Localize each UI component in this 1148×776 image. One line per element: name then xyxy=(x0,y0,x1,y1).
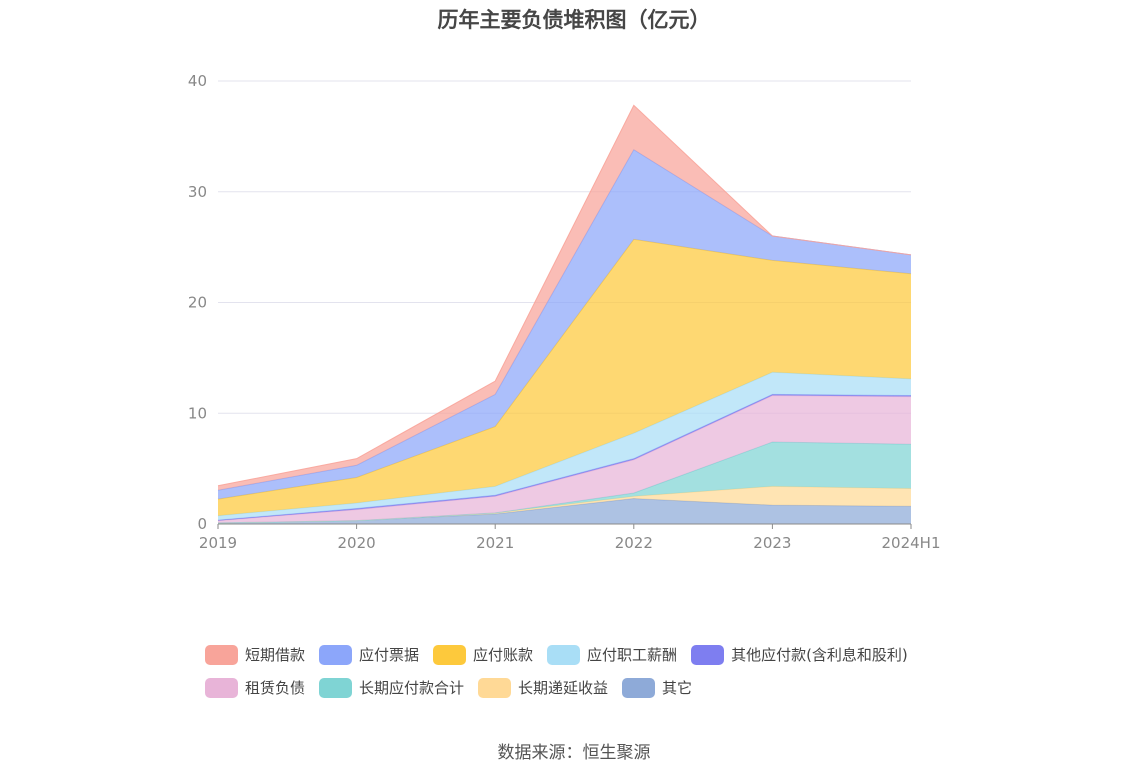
legend-row: 租赁负债 长期应付款合计 长期递延收益 其它 xyxy=(205,671,965,704)
area-series-4 xyxy=(218,395,911,523)
area-series-6 xyxy=(218,372,911,521)
y-tick-label: 0 xyxy=(197,515,207,533)
chart-legend: 短期借款 应付票据 应付账款 应付职工薪酬 其他应付款(含利息和股利) 租赁负债 长期应付款… xyxy=(205,638,965,704)
legend-label: 应付账款 xyxy=(473,646,534,664)
x-tick-label: 2019 xyxy=(199,534,237,552)
legend-row: 短期借款 应付票据 应付账款 应付职工薪酬 其他应付款(含利息和股利) xyxy=(205,638,965,671)
legend-label: 应付票据 xyxy=(359,646,420,664)
legend-swatch xyxy=(205,644,238,665)
legend-item[interactable]: 应付职工薪酬 xyxy=(547,644,677,665)
area-series-1 xyxy=(218,498,911,524)
y-tick-label: 40 xyxy=(188,72,207,90)
legend-label: 其他应付款(含利息和股利) xyxy=(731,646,908,664)
legend-label: 应付职工薪酬 xyxy=(587,646,678,664)
x-tick-label: 2024H1 xyxy=(882,534,941,552)
legend-label: 长期递延收益 xyxy=(518,679,609,697)
legend-swatch xyxy=(319,644,353,665)
y-tick-label: 30 xyxy=(188,183,207,201)
area-series-3 xyxy=(218,442,911,523)
legend-swatch xyxy=(319,677,353,698)
area-series-7 xyxy=(218,239,911,516)
legend-swatch xyxy=(691,644,725,665)
legend-item[interactable]: 其他应付款(含利息和股利) xyxy=(691,644,908,665)
legend-item[interactable]: 租赁负债 xyxy=(205,677,305,698)
data-source: 数据来源：恒生聚源 xyxy=(497,743,651,763)
y-tick-label: 10 xyxy=(188,404,207,422)
legend-item[interactable]: 长期递延收益 xyxy=(478,677,608,698)
x-tick-label: 2023 xyxy=(753,534,791,552)
legend-swatch xyxy=(547,644,581,665)
legend-item[interactable]: 短期借款 xyxy=(205,644,305,665)
y-tick-label: 20 xyxy=(188,294,207,312)
legend-label: 长期应付款合计 xyxy=(359,679,465,697)
legend-swatch xyxy=(433,644,467,665)
x-tick-label: 2022 xyxy=(615,534,653,552)
chart-title: 历年主要负债堆积图（亿元） xyxy=(437,8,711,32)
legend-swatch xyxy=(478,677,512,698)
x-tick-label: 2021 xyxy=(476,534,514,552)
legend-swatch xyxy=(622,677,656,698)
legend-item[interactable]: 应付票据 xyxy=(319,644,419,665)
legend-item[interactable]: 其它 xyxy=(622,677,692,698)
legend-swatch xyxy=(205,677,238,698)
series-line-9 xyxy=(217,104,912,487)
area-series-8 xyxy=(218,149,911,500)
legend-label: 短期借款 xyxy=(245,646,306,664)
x-tick-label: 2020 xyxy=(338,534,376,552)
legend-item[interactable]: 长期应付款合计 xyxy=(319,677,464,698)
legend-item[interactable]: 应付账款 xyxy=(433,644,533,665)
series-line-4 xyxy=(217,395,912,522)
legend-label: 租赁负债 xyxy=(245,679,306,697)
legend-label: 其它 xyxy=(662,679,693,697)
